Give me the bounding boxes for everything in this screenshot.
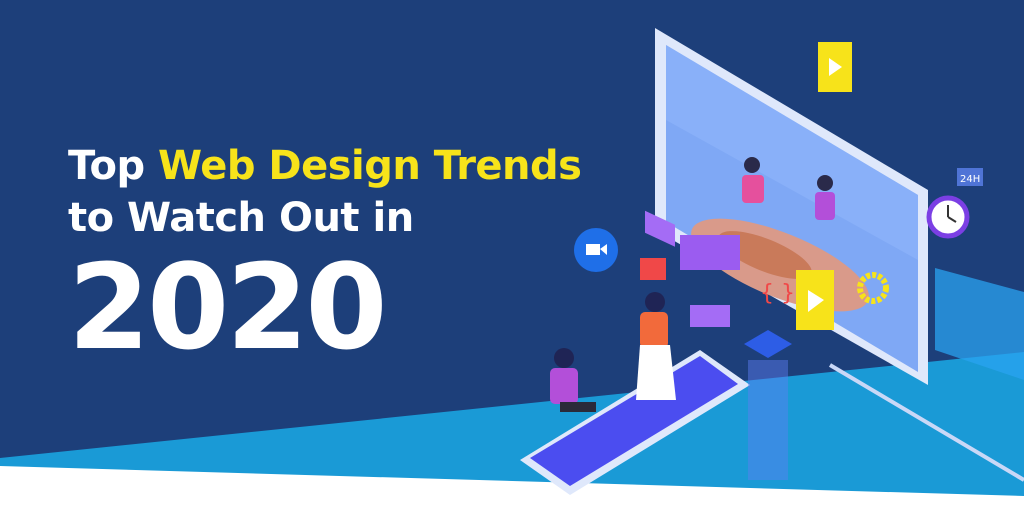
glass-panel <box>935 268 1024 380</box>
headline-line-1: Top Web Design Trends <box>68 140 582 192</box>
gear-icon <box>857 272 889 304</box>
person-woman <box>636 292 676 400</box>
home-icon <box>744 330 792 358</box>
play-icon <box>818 42 852 92</box>
code-brackets-icon: { } <box>760 281 795 306</box>
play-icon <box>796 270 834 330</box>
clock-badge: 24H <box>960 174 980 185</box>
ui-card <box>690 305 730 327</box>
clock-icon: 24H <box>926 168 983 239</box>
floor-white <box>0 466 1024 528</box>
person-man-seated <box>550 348 596 412</box>
video-camera-icon <box>574 228 618 272</box>
monitor <box>655 28 928 385</box>
headline-year: 2020 <box>68 238 387 376</box>
headline-highlight: Web Design Trends <box>158 143 582 189</box>
light-beam <box>748 360 788 480</box>
phone-platform <box>520 350 750 495</box>
ui-card-red <box>640 258 666 280</box>
floor-cyan <box>0 352 1024 500</box>
headline-plain: Top <box>68 143 145 189</box>
person-standing-pink <box>742 157 764 203</box>
ui-card <box>680 235 740 270</box>
headline-line-2: to Watch Out in <box>68 195 414 241</box>
person-sitting-purple <box>815 175 835 220</box>
headline: Top Web Design Trends to Watch Out in 20… <box>68 140 582 376</box>
ui-card <box>645 210 675 247</box>
cable <box>828 363 1024 482</box>
